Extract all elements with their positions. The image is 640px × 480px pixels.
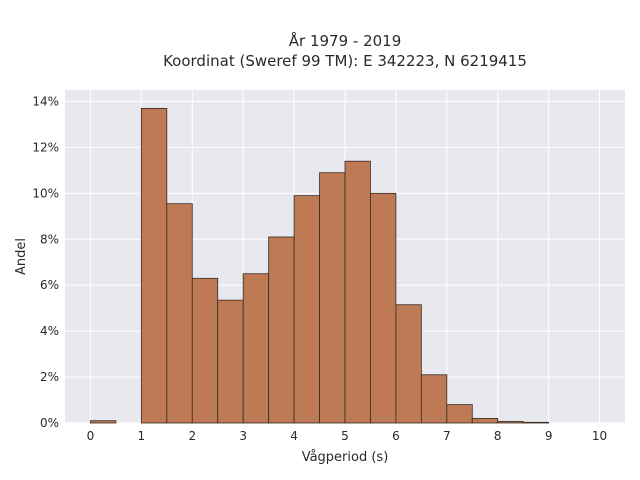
x-tick-label: 1 — [138, 429, 146, 443]
x-tick-label: 3 — [239, 429, 247, 443]
x-tick-label: 2 — [188, 429, 196, 443]
x-tick-label: 9 — [545, 429, 553, 443]
y-tick-label: 2% — [40, 370, 59, 384]
histogram-bar — [140, 107, 168, 424]
histogram-bar — [471, 418, 499, 424]
histogram-bar — [497, 420, 524, 424]
x-tick-label: 7 — [443, 429, 451, 443]
histogram-bar — [370, 192, 397, 424]
histogram-bar — [344, 160, 371, 424]
x-tick-label: 5 — [341, 429, 349, 443]
x-tick-label: 8 — [494, 429, 502, 443]
histogram-bar — [217, 299, 244, 424]
histogram-bar — [191, 277, 219, 424]
x-tick-label: 6 — [392, 429, 400, 443]
y-tick-label: 6% — [40, 278, 59, 292]
y-tick-label: 0% — [40, 416, 59, 430]
y-tick-label: 14% — [32, 94, 59, 108]
y-tick-label: 8% — [40, 232, 59, 246]
chart-title: År 1979 - 2019 Koordinat (Sweref 99 TM):… — [163, 31, 527, 70]
histogram-bar — [166, 203, 193, 424]
histogram-bar — [268, 236, 295, 424]
histogram-bar — [242, 273, 270, 424]
y-tick-label: 4% — [40, 324, 59, 338]
histogram-bar — [293, 195, 320, 424]
y-tick-label: 12% — [32, 140, 59, 154]
x-axis-ticks: 0 1 2 3 4 5 6 7 8 9 10 — [87, 429, 608, 443]
chart-title-line-2: Koordinat (Sweref 99 TM): E 342223, N 62… — [163, 52, 527, 70]
x-tick-label: 10 — [592, 429, 607, 443]
x-axis-label: Vågperiod (s) — [302, 450, 389, 465]
histogram-bar — [420, 374, 448, 424]
chart-title-line-1: År 1979 - 2019 — [289, 31, 402, 50]
x-tick-label: 4 — [290, 429, 298, 443]
histogram-bar — [319, 172, 346, 424]
x-tick-label: 0 — [87, 429, 95, 443]
histogram-bar — [395, 304, 422, 424]
y-axis-ticks: 0% 2% 4% 6% 8% 10% 12% 14% — [32, 94, 59, 430]
bars — [90, 107, 550, 424]
histogram-bar — [522, 421, 550, 424]
histogram-bar — [446, 404, 473, 424]
y-axis-label: Andel — [14, 238, 29, 275]
histogram-bar — [90, 420, 117, 424]
y-tick-label: 10% — [32, 186, 59, 200]
